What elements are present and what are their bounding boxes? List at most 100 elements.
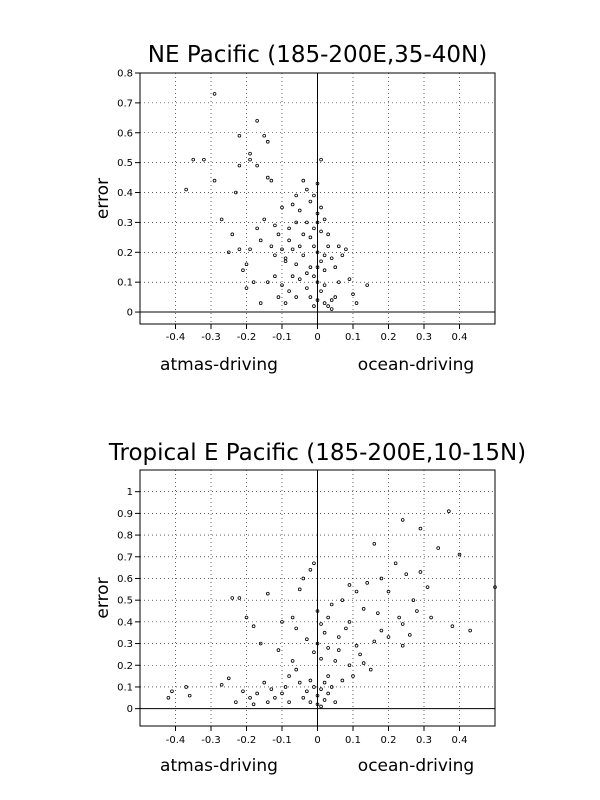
chart-2: Tropical E Pacific (185-200E,10-15N) -0.4… (93, 440, 526, 776)
chart-1-point (354, 301, 359, 305)
chart-2-point (319, 622, 323, 626)
chart-2-point (315, 609, 320, 613)
chart-1-x-tick-label: 0.2 (381, 332, 397, 343)
chart-2-point (326, 615, 330, 620)
chart-2-y-tick-label: 0.2 (117, 661, 133, 672)
chart-2-point (276, 648, 281, 652)
chart-1-point (315, 280, 320, 284)
chart-1-point (322, 283, 327, 287)
chart-1-point (308, 235, 313, 240)
chart-2-point (294, 667, 299, 672)
chart-2-point (301, 576, 306, 581)
chart-1-point (258, 238, 263, 243)
chart-1-x-tick-label: 0.1 (345, 332, 361, 343)
chart-1-point (308, 199, 313, 204)
chart-2-point (386, 635, 391, 639)
chart-2-y-tick-label: 0.6 (117, 574, 133, 585)
chart-2-point (315, 641, 320, 646)
chart-2-point (308, 700, 313, 704)
chart-1-point (326, 244, 330, 249)
chart-2-xlabel-right: ocean-driving (358, 756, 474, 776)
chart-1-point (276, 232, 281, 237)
chart-2-point (312, 685, 316, 689)
chart-1-point (255, 226, 259, 231)
chart-1-point (315, 250, 320, 255)
chart-1-point (276, 295, 281, 299)
chart-1-point (262, 217, 267, 222)
chart-2-point (301, 695, 306, 700)
chart-2-point (429, 615, 433, 620)
chart-2-point (219, 682, 224, 687)
chart-2-point (312, 650, 316, 655)
chart-1-point (322, 217, 327, 222)
chart-2-point (283, 685, 288, 689)
chart-2-point (287, 674, 291, 678)
chart-2-point (379, 628, 384, 633)
chart-2-point (336, 635, 341, 639)
chart-2-point (170, 689, 174, 694)
chart-1-point (301, 253, 306, 258)
chart-2-point (251, 702, 256, 707)
chart-1-point (294, 220, 299, 225)
chart-1-point (280, 205, 284, 210)
chart-2-point (326, 691, 330, 696)
chart-1-point (333, 265, 338, 270)
chart-1-point (251, 280, 256, 284)
chart-2-y-tick-label: 0.9 (117, 509, 133, 520)
chart-2-x-tick-label: 0.1 (345, 735, 361, 746)
chart-1-x-tick-label: -0.2 (237, 332, 257, 343)
chart-1-point (287, 226, 291, 231)
chart-1-point (329, 307, 334, 311)
chart-1-point (202, 157, 206, 162)
chart-1-point (255, 119, 259, 123)
chart-2-point (184, 685, 188, 689)
chart-2-y-tick-label: 0.8 (117, 531, 133, 542)
chart-2-point (418, 570, 423, 574)
chart-1-point (273, 223, 277, 228)
chart-1-x-tick-label: 0 (314, 332, 320, 343)
chart-1-x-tick-label: -0.1 (272, 332, 292, 343)
chart-2-point (308, 567, 313, 572)
chart-1-point (290, 202, 295, 207)
chart-1-y-tick-label: 0.8 (117, 69, 133, 80)
chart-2-x-tick-label: 0.2 (381, 735, 397, 746)
chart-2-point (354, 643, 359, 648)
chart-1-point (248, 247, 252, 252)
chart-2-point (187, 693, 192, 698)
chart-1-point (308, 265, 313, 270)
chart-1-point (262, 133, 267, 138)
chart-1-point (322, 301, 327, 305)
chart-2-point (393, 561, 398, 566)
chart-2-title: Tropical E Pacific (185-200E,10-15N) (108, 440, 526, 466)
chart-2-point (361, 661, 366, 665)
chart-2-x-tick-label: -0.4 (166, 735, 186, 746)
chart-1-point (212, 178, 217, 183)
chart-2-point (315, 702, 320, 707)
chart-2-y-tick-label: 0 (127, 704, 133, 715)
chart-1-point (280, 283, 284, 287)
chart-1-point (294, 193, 299, 198)
chart-1-point (269, 244, 274, 249)
chart-2-point (319, 656, 323, 661)
chart-1-y-tick-label: 0.5 (117, 158, 133, 169)
chart-1-point (230, 232, 235, 237)
chart-1-point (322, 268, 327, 273)
chart-2-point (319, 704, 323, 709)
chart-1-point (336, 244, 341, 249)
chart-2-point (372, 541, 377, 546)
chart-1-xlabel-right: ocean-driving (358, 355, 474, 375)
chart-1-point (294, 295, 299, 299)
chart-2-point (326, 674, 330, 678)
chart-2-point (415, 609, 419, 613)
chart-2-point (329, 602, 334, 607)
chart-2-point (404, 572, 409, 576)
chart-1-y-tick-label: 0.7 (117, 98, 133, 109)
chart-2-y-tick-label: 0.3 (117, 639, 133, 650)
chart-2-point (333, 700, 338, 704)
chart-1-point (237, 247, 242, 252)
chart-2-point (407, 633, 412, 637)
chart-2-x-tick-label: 0 (314, 735, 320, 746)
chart-1-point (329, 298, 334, 302)
chart-1-point (248, 157, 252, 162)
